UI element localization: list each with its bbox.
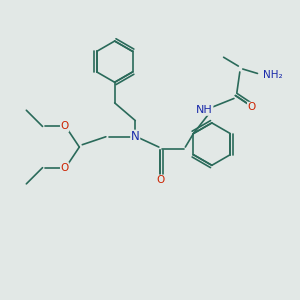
- Text: NH: NH: [196, 105, 213, 115]
- Text: O: O: [61, 122, 69, 131]
- Text: N: N: [131, 130, 140, 143]
- Text: NH₂: NH₂: [263, 70, 283, 80]
- Text: O: O: [248, 102, 256, 112]
- Text: O: O: [156, 175, 164, 185]
- Text: O: O: [61, 163, 69, 173]
